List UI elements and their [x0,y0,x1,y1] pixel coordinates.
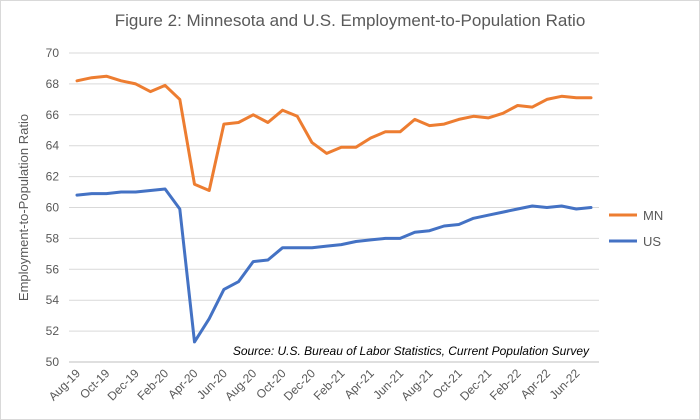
y-tick-label: 68 [46,77,60,91]
y-tick-label: 54 [46,293,60,307]
y-tick-label: 52 [46,324,60,338]
y-tick-label: 58 [46,231,60,245]
legend-label-us: US [643,234,661,249]
legend: MN US [609,208,663,249]
x-tick-label: Aug-20 [222,366,259,403]
y-tick-label: 62 [46,170,60,184]
x-axis-ticks: Aug-19Oct-19Dec-19Feb-20Apr-20Jun-20Aug-… [46,366,583,403]
gridlines [69,52,599,332]
x-tick-label: Dec-19 [105,366,142,403]
x-tick-label: Feb-21 [311,366,348,403]
legend-label-mn: MN [643,208,663,223]
x-tick-label: Apr-20 [165,366,201,402]
x-tick-label: Dec-20 [281,366,318,403]
x-tick-label: Apr-22 [518,366,554,402]
y-tick-label: 56 [46,262,60,276]
y-tick-label: 70 [46,46,60,60]
chart-title: Figure 2: Minnesota and U.S. Employment-… [114,11,586,30]
x-tick-label: Aug-21 [398,366,435,403]
source-note: Source: U.S. Bureau of Labor Statistics,… [233,344,590,358]
x-tick-label: Aug-19 [46,366,83,403]
x-tick-label: Dec-21 [457,366,494,403]
y-axis-label: Employment-to-Population Ratio [16,114,31,301]
x-tick-label: Feb-20 [134,366,171,403]
y-tick-label: 50 [46,355,60,369]
series-line-mn [75,74,593,192]
y-axis-ticks: 50 52 54 56 58 60 62 64 66 68 70 [46,46,60,369]
y-tick-label: 60 [46,201,60,215]
x-tick-label: Apr-21 [341,366,377,402]
x-tick-label: Jun-22 [547,366,583,402]
y-tick-label: 64 [46,139,60,153]
series-lines [75,74,593,344]
y-tick-label: 66 [46,108,60,122]
series-line-us [75,187,593,344]
x-tick-label: Feb-22 [487,366,524,403]
